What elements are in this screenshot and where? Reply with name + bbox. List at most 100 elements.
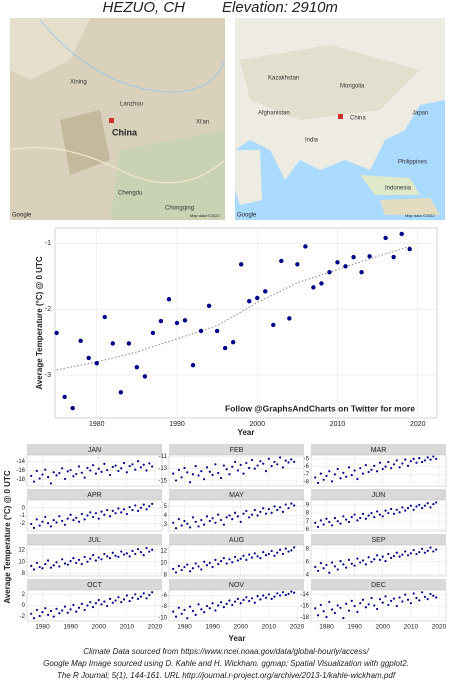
- data-point: [111, 509, 114, 512]
- data-point: [330, 480, 334, 483]
- data-point: [328, 571, 331, 574]
- data-point: [342, 563, 345, 566]
- data-point: [180, 568, 183, 572]
- y-tick-label: -16: [16, 468, 25, 474]
- data-point: [322, 567, 325, 570]
- data-point: [63, 477, 67, 481]
- data-point: [367, 470, 370, 474]
- x-tick-label: 2020: [432, 624, 447, 631]
- data-point: [353, 564, 356, 567]
- data-point: [66, 470, 69, 473]
- facet-panel: [310, 454, 447, 487]
- data-point: [267, 508, 270, 511]
- data-point: [151, 591, 154, 594]
- data-point: [75, 516, 78, 519]
- data-point: [361, 472, 365, 475]
- data-point: [120, 467, 123, 470]
- data-point: [72, 603, 75, 607]
- data-point: [49, 482, 53, 485]
- caption: Google Map Image sourced using D. Kahle …: [43, 659, 409, 668]
- data-point: [174, 320, 180, 326]
- data-point: [375, 470, 379, 473]
- map-label: Xining: [70, 80, 87, 86]
- data-point: [339, 477, 342, 480]
- data-point: [214, 609, 217, 612]
- data-point: [398, 555, 401, 558]
- data-point: [86, 355, 91, 361]
- data-point: [336, 568, 339, 571]
- data-point: [328, 600, 331, 604]
- data-point: [91, 515, 95, 519]
- data-point: [236, 515, 240, 518]
- data-point: [236, 597, 240, 600]
- data-point: [69, 559, 72, 563]
- x-tick-label: 1990: [347, 624, 362, 631]
- data-point: [378, 461, 382, 464]
- data-point: [278, 456, 282, 459]
- data-point: [290, 458, 293, 461]
- data-point: [384, 509, 387, 512]
- data-point: [351, 254, 356, 260]
- y-tick-label: 5: [164, 504, 168, 510]
- map-attribution: Map data ©2022: [190, 213, 220, 218]
- data-point: [61, 467, 64, 470]
- y-tick-label: -6: [304, 464, 310, 470]
- data-point: [398, 466, 401, 469]
- data-point: [203, 478, 206, 481]
- data-point: [44, 468, 47, 471]
- facet-title: NOV: [229, 582, 245, 589]
- data-point: [49, 609, 53, 613]
- data-point: [336, 467, 339, 471]
- y-tick-label: -1: [20, 513, 26, 519]
- data-point: [38, 614, 41, 618]
- data-point: [401, 462, 404, 465]
- data-point: [373, 464, 376, 467]
- data-point: [52, 519, 55, 522]
- data-point: [177, 518, 180, 521]
- data-point: [256, 594, 259, 598]
- y-tick-label: 8: [164, 572, 168, 578]
- data-point: [335, 260, 340, 265]
- data-point: [77, 520, 81, 523]
- data-point: [66, 517, 69, 520]
- data-point: [188, 570, 192, 573]
- data-point: [316, 569, 320, 572]
- facet-strip: [169, 534, 304, 545]
- data-point: [350, 516, 353, 519]
- data-point: [406, 507, 410, 510]
- data-point: [245, 461, 248, 465]
- map-label: India: [305, 138, 319, 144]
- data-point: [182, 318, 188, 323]
- data-point: [361, 512, 365, 515]
- data-point: [211, 602, 214, 605]
- y-tick-label: -15: [158, 479, 167, 485]
- data-point: [217, 562, 220, 566]
- map-land: [240, 45, 420, 120]
- data-point: [242, 472, 245, 475]
- data-point: [336, 604, 339, 607]
- data-point: [97, 517, 100, 520]
- data-point: [222, 523, 225, 526]
- data-point: [390, 556, 393, 560]
- data-point: [89, 601, 92, 604]
- data-point: [46, 522, 50, 525]
- data-point: [183, 608, 186, 612]
- facet-strip: [169, 489, 304, 500]
- data-point: [100, 603, 103, 606]
- data-point: [177, 606, 180, 609]
- data-point: [172, 610, 175, 613]
- data-point: [353, 513, 356, 516]
- station-elevation: Elevation: 2910m: [222, 0, 338, 16]
- map-land: [360, 175, 420, 195]
- data-point: [205, 564, 209, 567]
- facet-strip: [27, 579, 162, 590]
- data-point: [126, 341, 132, 346]
- data-point: [364, 517, 367, 520]
- data-point: [287, 316, 292, 321]
- y-tick-label: 2: [22, 592, 26, 598]
- y-tick-label: 8: [306, 546, 310, 552]
- data-point: [359, 467, 362, 470]
- data-point: [86, 466, 89, 469]
- data-point: [102, 314, 107, 320]
- data-point: [139, 595, 143, 598]
